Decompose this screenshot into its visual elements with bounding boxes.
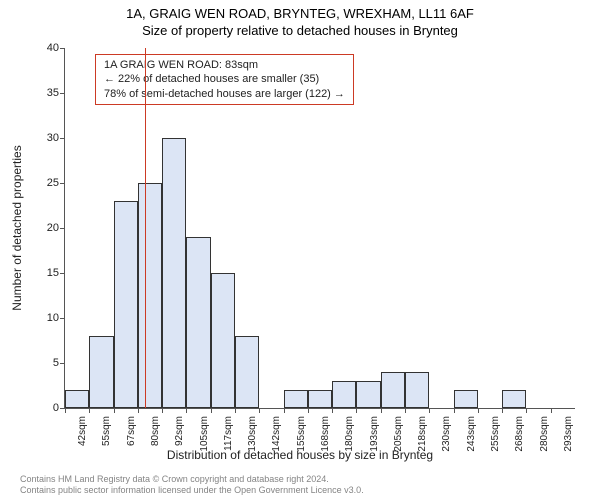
histogram-bar — [89, 336, 113, 408]
property-marker-line — [145, 48, 146, 408]
annotation-line1: 1A GRAIG WEN ROAD: 83sqm — [104, 58, 345, 72]
y-tick-label: 5 — [29, 357, 59, 369]
histogram-bar — [211, 273, 235, 408]
histogram-bar — [308, 390, 332, 408]
x-tick-mark — [186, 408, 187, 413]
footer-attribution: Contains HM Land Registry data © Crown c… — [20, 474, 364, 496]
chart-plot-area: 1A GRAIG WEN ROAD: 83sqm ← 22% of detach… — [64, 48, 575, 409]
histogram-bar — [405, 372, 429, 408]
histogram-bar — [65, 390, 89, 408]
histogram-bar — [162, 138, 186, 408]
x-tick-mark — [332, 408, 333, 413]
y-tick-mark — [60, 318, 65, 319]
y-tick-mark — [60, 228, 65, 229]
annotation-line2: ← 22% of detached houses are smaller (35… — [104, 72, 345, 86]
histogram-bar — [332, 381, 356, 408]
y-tick-label: 30 — [29, 132, 59, 144]
x-tick-mark — [308, 408, 309, 413]
x-tick-mark — [235, 408, 236, 413]
y-tick-label: 0 — [29, 402, 59, 414]
histogram-bar — [356, 381, 380, 408]
x-tick-mark — [356, 408, 357, 413]
x-tick-mark — [478, 408, 479, 413]
y-tick-mark — [60, 183, 65, 184]
histogram-bar — [138, 183, 162, 408]
x-tick-mark — [551, 408, 552, 413]
y-tick-mark — [60, 363, 65, 364]
histogram-bar — [381, 372, 405, 408]
histogram-bar — [235, 336, 259, 408]
x-tick-mark — [405, 408, 406, 413]
x-tick-mark — [65, 408, 66, 413]
annotation-box: 1A GRAIG WEN ROAD: 83sqm ← 22% of detach… — [95, 54, 354, 105]
footer-line2: Contains public sector information licen… — [20, 485, 364, 496]
histogram-bar — [502, 390, 526, 408]
x-tick-mark — [284, 408, 285, 413]
chart-title-line1: 1A, GRAIG WEN ROAD, BRYNTEG, WREXHAM, LL… — [0, 0, 600, 21]
x-tick-mark — [138, 408, 139, 413]
y-tick-label: 35 — [29, 87, 59, 99]
footer-line1: Contains HM Land Registry data © Crown c… — [20, 474, 364, 485]
y-tick-mark — [60, 48, 65, 49]
y-tick-label: 40 — [29, 42, 59, 54]
histogram-bar — [186, 237, 210, 408]
x-tick-mark — [381, 408, 382, 413]
y-tick-mark — [60, 273, 65, 274]
histogram-bar — [284, 390, 308, 408]
y-tick-label: 15 — [29, 267, 59, 279]
x-tick-mark — [211, 408, 212, 413]
x-tick-mark — [526, 408, 527, 413]
x-tick-mark — [162, 408, 163, 413]
y-tick-mark — [60, 138, 65, 139]
x-tick-mark — [454, 408, 455, 413]
x-tick-mark — [259, 408, 260, 413]
x-axis-label: Distribution of detached houses by size … — [0, 448, 600, 462]
annotation-line3: 78% of semi-detached houses are larger (… — [104, 87, 345, 101]
histogram-bar — [454, 390, 478, 408]
y-tick-mark — [60, 93, 65, 94]
histogram-bar — [114, 201, 138, 408]
y-tick-label: 10 — [29, 312, 59, 324]
chart-container: 1A, GRAIG WEN ROAD, BRYNTEG, WREXHAM, LL… — [0, 0, 600, 500]
y-axis-label: Number of detached properties — [10, 145, 24, 310]
x-tick-mark — [89, 408, 90, 413]
y-tick-label: 25 — [29, 177, 59, 189]
x-tick-mark — [114, 408, 115, 413]
x-tick-mark — [502, 408, 503, 413]
x-tick-mark — [429, 408, 430, 413]
y-tick-label: 20 — [29, 222, 59, 234]
chart-title-line2: Size of property relative to detached ho… — [0, 21, 600, 38]
